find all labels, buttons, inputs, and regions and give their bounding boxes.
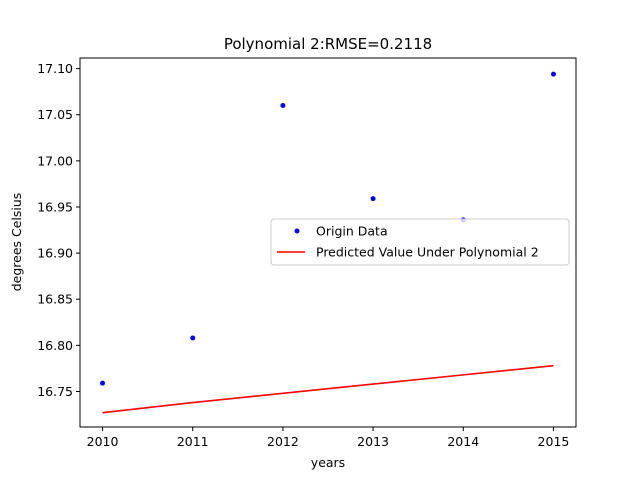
plot-series [100,71,556,414]
data-point [370,196,376,202]
y-tick-label: 16.95 [37,199,73,214]
legend-marker-origin-data [294,228,300,234]
y-axis-label: degrees Celsius [9,193,24,292]
x-axis-ticks: 2010 2011 2012 2013 2014 2015 [87,427,570,449]
x-tick-label: 2015 [538,434,570,449]
y-tick-label: 16.85 [37,292,73,307]
x-tick-label: 2012 [267,434,299,449]
legend: Origin Data Predicted Value Under Polyno… [270,218,570,266]
x-axis-label: years [311,455,345,470]
x-tick-label: 2011 [177,434,209,449]
predicted-line [102,364,554,414]
y-tick-label: 17.05 [37,107,73,122]
legend-label-origin-data: Origin Data [316,224,388,239]
y-tick-label: 17.00 [37,153,73,168]
data-point [550,71,556,77]
data-point [280,103,286,109]
x-tick-label: 2010 [87,434,119,449]
x-tick-label: 2014 [447,434,479,449]
y-tick-label: 16.75 [37,384,73,399]
y-tick-label: 16.80 [37,338,73,353]
legend-box [270,218,570,266]
y-tick-label: 16.90 [37,246,73,261]
y-tick-label: 17.10 [37,61,73,76]
data-point [190,335,196,341]
y-axis-ticks: 16.75 16.80 16.85 16.90 16.95 17.00 17.05 17.10 [37,61,80,399]
legend-label-predicted: Predicted Value Under Polynomial 2 [316,245,539,260]
x-tick-label: 2013 [357,434,389,449]
chart-title: Polynomial 2:RMSE=0.2118 [224,35,432,53]
data-point [100,380,106,386]
plot-frame [79,57,577,428]
